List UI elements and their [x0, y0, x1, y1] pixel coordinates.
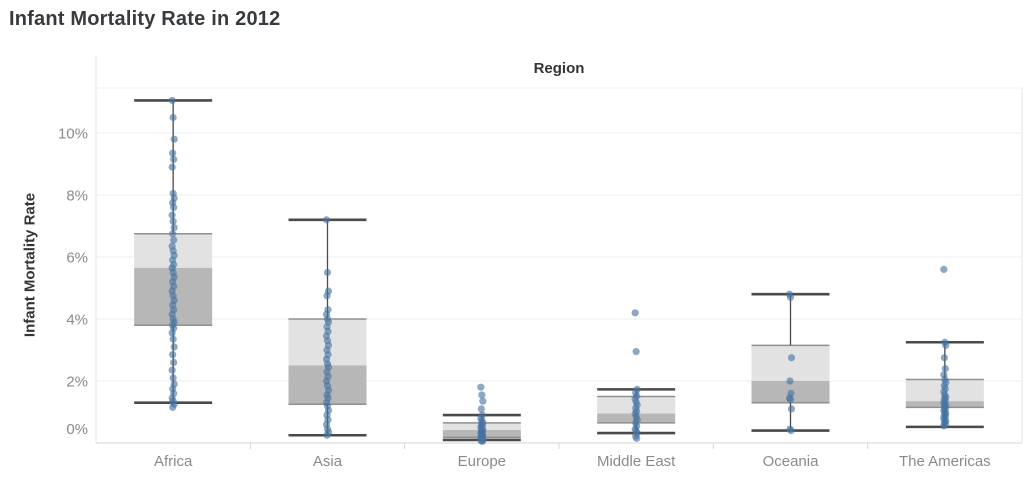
data-point-Africa[interactable]	[170, 135, 178, 143]
data-point-Africa[interactable]	[168, 96, 176, 105]
data-point-Africa[interactable]	[169, 113, 177, 122]
data-point-Asia[interactable]	[323, 268, 332, 277]
data-point-Europe[interactable]	[478, 437, 486, 446]
data-point-Africa[interactable]	[170, 155, 178, 163]
column-label-Asia[interactable]: Asia	[313, 453, 343, 470]
data-point-Africa[interactable]	[169, 374, 177, 382]
data-point-Africa[interactable]	[170, 223, 178, 232]
column-label-Africa[interactable]: Africa	[154, 453, 193, 470]
data-point-Africa[interactable]	[170, 203, 178, 211]
y-tick-label: 8%	[66, 187, 88, 204]
column-axis-header: Region	[533, 60, 585, 77]
column-label-Europe[interactable]: Europe	[458, 453, 506, 470]
data-point-Europe[interactable]	[478, 391, 486, 399]
data-point-Africa[interactable]	[169, 403, 177, 411]
data-point-The Americas[interactable]	[940, 354, 948, 362]
data-point-Europe[interactable]	[479, 397, 487, 405]
y-tick-label: 6%	[66, 249, 88, 266]
data-point-The Americas[interactable]	[941, 365, 949, 373]
data-point-Oceania[interactable]	[786, 396, 795, 404]
y-tick-label: 0%	[66, 421, 88, 438]
data-point-Africa[interactable]	[169, 149, 177, 157]
data-point-Middle East[interactable]	[631, 309, 639, 317]
data-point-Oceania[interactable]	[787, 427, 795, 435]
data-point-Africa[interactable]	[168, 163, 176, 171]
data-point-Africa[interactable]	[170, 236, 178, 244]
data-point-Africa[interactable]	[169, 335, 177, 343]
data-point-Africa[interactable]	[168, 366, 176, 374]
data-point-Asia[interactable]	[323, 292, 331, 300]
y-tick-label: 2%	[66, 373, 88, 390]
data-point-Oceania[interactable]	[787, 405, 796, 413]
data-point-Africa[interactable]	[169, 351, 177, 359]
data-point-Africa[interactable]	[170, 343, 178, 351]
data-point-Middle East[interactable]	[632, 347, 640, 356]
data-point-Asia[interactable]	[323, 431, 331, 439]
data-point-The Americas[interactable]	[942, 341, 950, 349]
data-point-Europe[interactable]	[477, 405, 485, 413]
data-point-Oceania[interactable]	[786, 293, 795, 301]
box-upper-Oceania[interactable]	[751, 345, 830, 381]
data-point-Oceania[interactable]	[787, 354, 796, 362]
data-point-Africa[interactable]	[168, 211, 176, 219]
data-point-Africa[interactable]	[170, 358, 178, 366]
data-point-The Americas[interactable]	[940, 422, 948, 430]
data-point-Asia[interactable]	[322, 216, 331, 224]
data-point-Middle East[interactable]	[633, 434, 641, 442]
chart-title: Infant Mortality Rate in 2012	[9, 8, 281, 30]
y-tick-label: 4%	[66, 311, 88, 328]
data-point-Africa[interactable]	[168, 329, 176, 337]
y-tick-label: 10%	[58, 125, 88, 142]
data-point-Oceania[interactable]	[786, 377, 794, 385]
data-point-The Americas[interactable]	[940, 265, 948, 273]
data-point-Africa[interactable]	[169, 217, 177, 225]
data-point-Africa[interactable]	[169, 230, 177, 238]
column-label-Middle East[interactable]: Middle East	[597, 453, 676, 470]
column-label-Oceania[interactable]: Oceania	[763, 453, 820, 470]
column-label-The Americas[interactable]: The Americas	[899, 453, 991, 470]
data-point-Europe[interactable]	[477, 383, 485, 391]
